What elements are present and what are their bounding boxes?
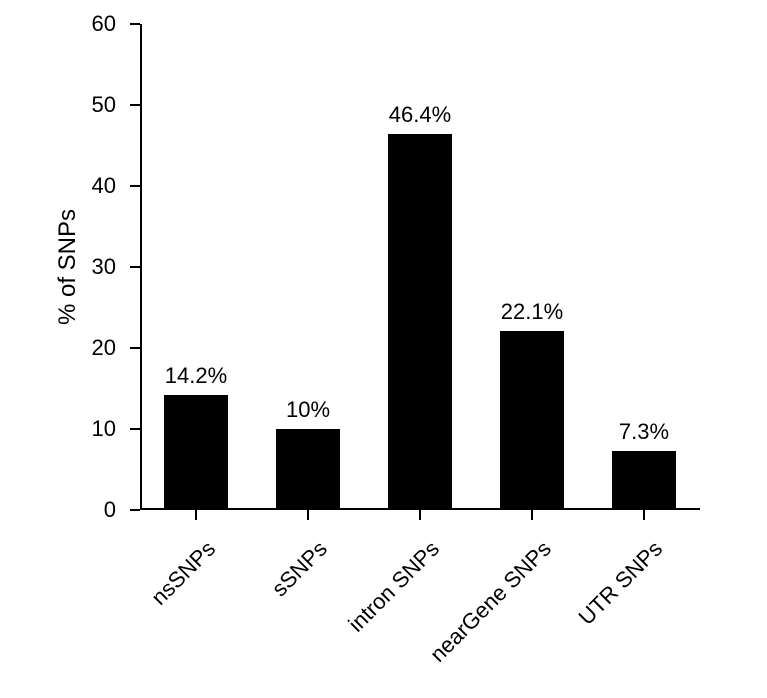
bar (500, 331, 565, 510)
x-tick-label: intron SNPs (343, 536, 444, 637)
x-tick (419, 510, 422, 520)
y-tick-label: 20 (0, 335, 116, 361)
y-tick (130, 266, 140, 269)
bar (388, 134, 453, 510)
bar-value-label: 46.4% (389, 102, 451, 128)
x-tick (531, 510, 534, 520)
y-tick-label: 50 (0, 92, 116, 118)
y-tick (130, 185, 140, 188)
y-tick (130, 347, 140, 350)
x-tick (307, 510, 310, 520)
bar-value-label: 14.2% (165, 363, 227, 389)
y-tick-label: 30 (0, 254, 116, 280)
x-tick-label: nearGene SNPs (425, 536, 557, 668)
y-tick-label: 60 (0, 11, 116, 37)
y-tick (130, 428, 140, 431)
y-tick (130, 509, 140, 512)
y-tick (130, 23, 140, 26)
y-tick (130, 104, 140, 107)
x-tick-label: UTR SNPs (574, 536, 668, 630)
x-tick-label: nsSNPs (146, 536, 221, 611)
x-tick (643, 510, 646, 520)
bar (276, 429, 341, 510)
y-tick-label: 0 (0, 497, 116, 523)
bar (164, 395, 229, 510)
bar-value-label: 10% (286, 397, 330, 423)
snp-bar-chart: % of SNPs 010203040506014.2%nsSNPs10%sSN… (0, 0, 767, 698)
bar-value-label: 22.1% (501, 299, 563, 325)
bar-value-label: 7.3% (619, 419, 669, 445)
y-tick-label: 10 (0, 416, 116, 442)
x-tick-label: sSNPs (266, 536, 332, 602)
x-tick (195, 510, 198, 520)
bar (612, 451, 677, 510)
y-tick-label: 40 (0, 173, 116, 199)
